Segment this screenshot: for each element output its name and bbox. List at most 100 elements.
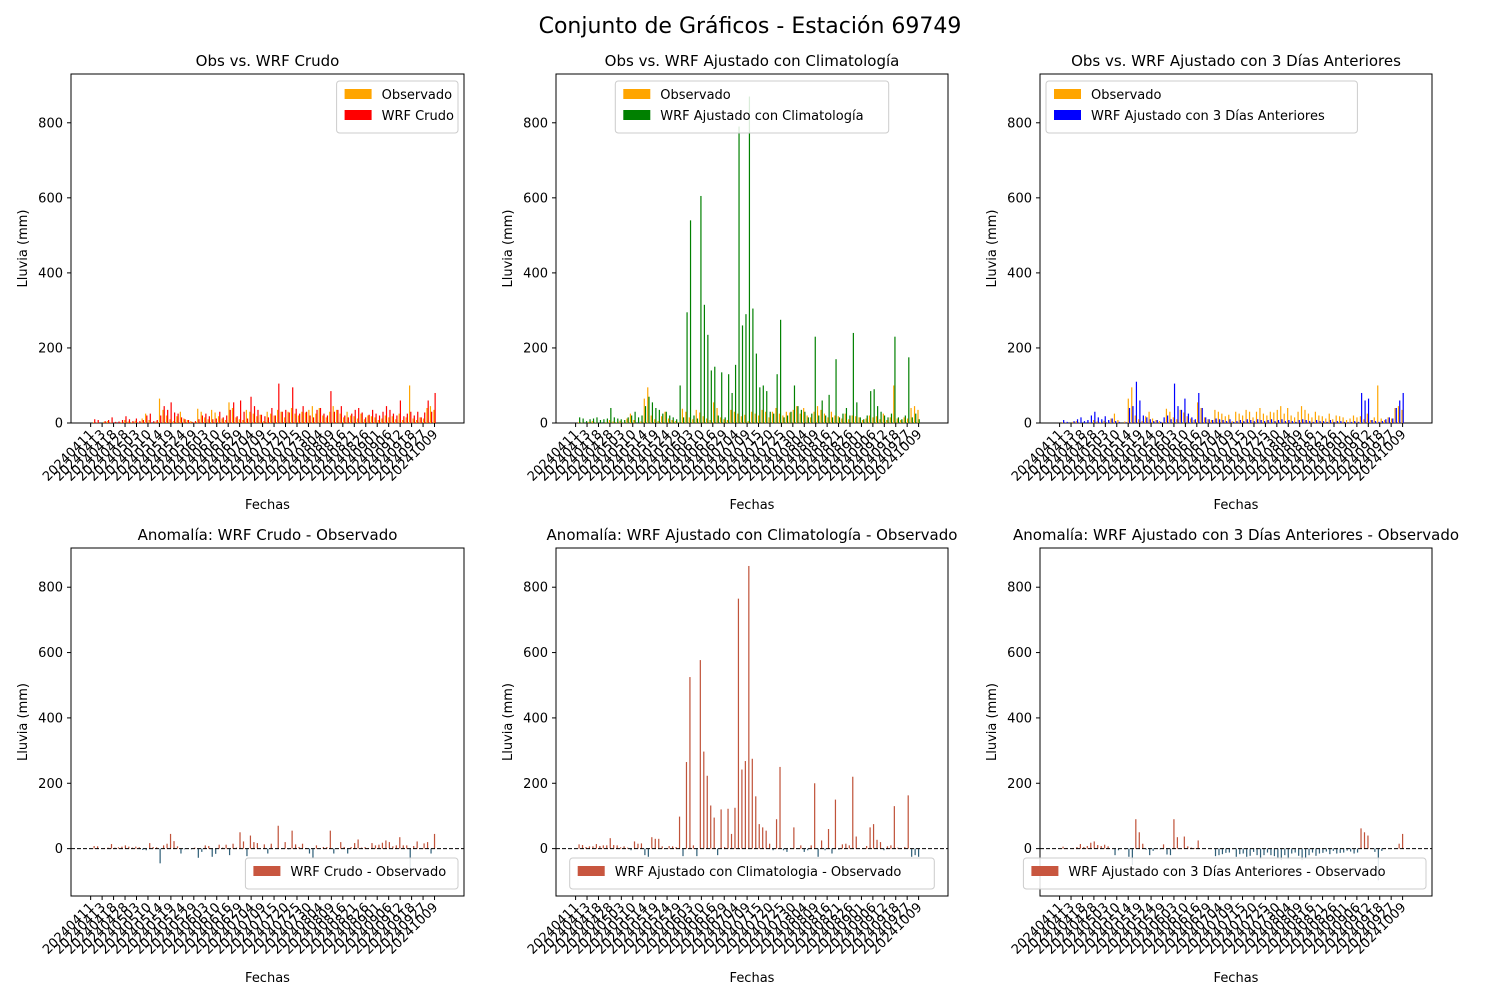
bar — [395, 845, 397, 849]
bar — [678, 422, 680, 423]
bar — [752, 308, 754, 423]
bar — [758, 415, 760, 423]
bar — [641, 415, 643, 423]
bar — [1319, 421, 1321, 423]
bar — [358, 407, 360, 423]
bar — [117, 847, 120, 849]
bar — [266, 411, 268, 423]
bar — [1374, 848, 1376, 852]
x-axis-label: Fechas — [245, 971, 290, 986]
bar — [225, 844, 227, 849]
bar — [1357, 421, 1359, 423]
bar — [837, 416, 839, 423]
bar — [173, 841, 175, 849]
y-tick-label: 200 — [38, 341, 63, 356]
bar — [695, 409, 697, 423]
bar — [242, 841, 245, 849]
bar — [1395, 407, 1397, 423]
bar — [302, 406, 304, 423]
bar — [1097, 417, 1099, 423]
bar — [845, 407, 848, 423]
bar — [1252, 417, 1254, 423]
bar — [762, 827, 764, 849]
bar — [347, 417, 349, 423]
bar — [1125, 422, 1127, 423]
bar — [149, 413, 151, 423]
bar — [246, 848, 248, 857]
bar — [315, 845, 318, 849]
bar — [723, 419, 725, 423]
bar — [651, 837, 653, 849]
bar — [706, 418, 708, 423]
bar — [626, 418, 628, 423]
bar — [1141, 421, 1143, 423]
bar — [903, 417, 905, 423]
bar — [371, 843, 373, 849]
bar — [283, 417, 286, 423]
bar — [849, 415, 851, 423]
chart-panel-6: Anomalía: WRF Ajustado con 3 Días Anteri… — [985, 526, 1459, 986]
legend: WRF Crudo - Observado — [244, 857, 459, 890]
bar — [1173, 819, 1175, 849]
chart-panel-1: Obs vs. WRF Crudo 0 200 400 600 800 Lluvia (mm… — [16, 52, 465, 513]
bar — [809, 417, 812, 423]
bar — [419, 417, 421, 423]
bar — [385, 840, 387, 849]
bar — [333, 848, 335, 854]
bar — [883, 848, 885, 851]
bar — [351, 413, 353, 423]
bar — [291, 830, 293, 849]
bar — [1166, 848, 1168, 855]
bar — [1212, 419, 1214, 423]
bar — [712, 402, 715, 423]
bar — [1235, 848, 1237, 857]
bar — [1257, 419, 1259, 423]
bar — [692, 419, 694, 423]
bar — [353, 416, 355, 423]
bar — [1263, 848, 1265, 856]
bar — [381, 418, 383, 423]
bar — [855, 416, 857, 423]
bar — [1146, 417, 1148, 423]
bar — [343, 417, 345, 423]
bar — [754, 413, 756, 423]
bar — [1062, 846, 1064, 849]
bar — [672, 417, 674, 423]
bar — [165, 415, 168, 423]
bar — [797, 406, 799, 423]
bar — [1402, 392, 1404, 423]
bar — [96, 846, 99, 849]
bar — [1311, 848, 1314, 853]
bar — [104, 421, 106, 423]
bar — [1080, 417, 1082, 423]
bar — [1186, 416, 1188, 423]
bar — [263, 421, 265, 423]
y-tick-label: 200 — [38, 777, 63, 792]
bar — [354, 843, 356, 849]
bar — [424, 412, 426, 423]
bar — [372, 409, 374, 423]
bar — [1151, 418, 1154, 423]
bar — [740, 416, 742, 423]
y-tick-label: 600 — [1007, 646, 1032, 661]
bar — [606, 418, 608, 423]
bar — [866, 846, 868, 849]
bar — [375, 413, 377, 423]
y-axis-label: Lluvia (mm) — [16, 683, 31, 761]
bar — [97, 419, 99, 423]
bar — [1356, 848, 1359, 853]
bar — [868, 415, 871, 423]
bar — [201, 415, 204, 423]
bar — [681, 408, 684, 423]
bar — [120, 422, 122, 423]
bar — [174, 412, 176, 423]
bar — [1333, 421, 1335, 423]
bar — [828, 394, 830, 423]
bar — [1179, 409, 1181, 423]
bar — [709, 419, 711, 423]
bar — [1277, 419, 1280, 423]
y-tick-label: 600 — [38, 191, 63, 206]
bar — [616, 845, 618, 849]
bar — [793, 385, 796, 423]
bar — [92, 422, 95, 423]
